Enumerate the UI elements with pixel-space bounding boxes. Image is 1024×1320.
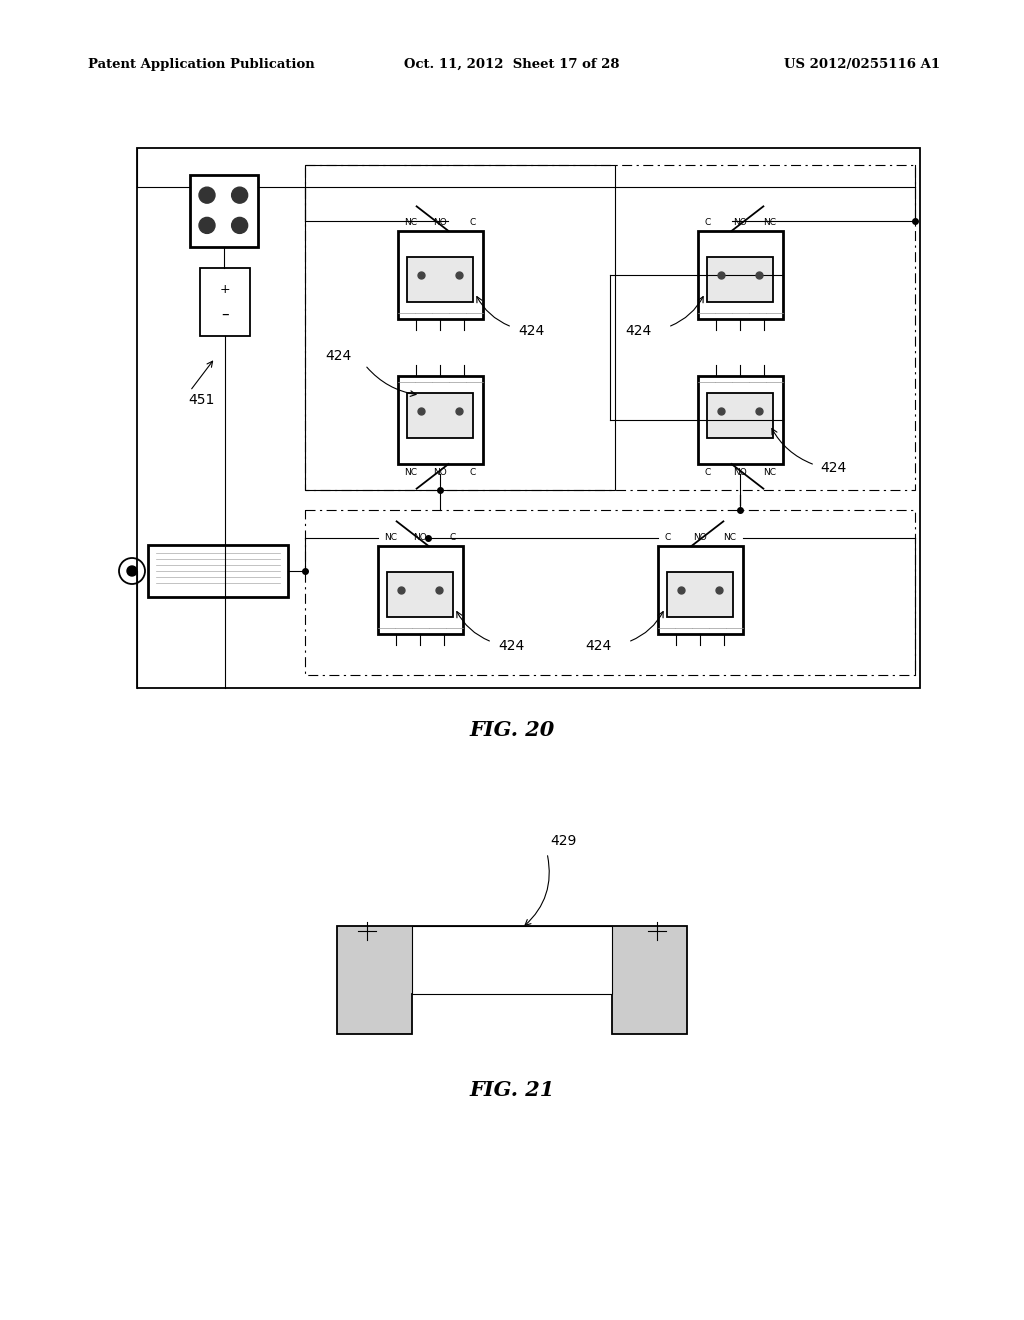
- Bar: [190, 176, 258, 247]
- Text: C: C: [705, 218, 711, 227]
- Bar: [137, 148, 920, 688]
- Text: –: –: [221, 306, 228, 322]
- Bar: [148, 545, 288, 597]
- Text: NC: NC: [763, 218, 776, 227]
- Polygon shape: [337, 927, 687, 1034]
- Text: 429: 429: [550, 834, 577, 847]
- Bar: [407, 393, 473, 438]
- Text: 424: 424: [518, 323, 544, 338]
- Text: +: +: [220, 284, 230, 296]
- Text: 424: 424: [325, 348, 351, 363]
- Bar: [697, 376, 782, 465]
- Text: FIG. 21: FIG. 21: [469, 1080, 555, 1100]
- Bar: [305, 165, 915, 490]
- Text: C: C: [450, 533, 456, 543]
- Bar: [707, 393, 773, 438]
- Circle shape: [127, 566, 137, 576]
- Polygon shape: [412, 927, 612, 994]
- Text: NO: NO: [433, 469, 446, 477]
- Text: FIG. 20: FIG. 20: [469, 719, 555, 741]
- Bar: [707, 256, 773, 302]
- Text: NO: NO: [433, 218, 446, 227]
- Text: NO: NO: [693, 533, 707, 543]
- Bar: [378, 546, 463, 634]
- Text: NO: NO: [413, 533, 427, 543]
- Text: C: C: [665, 533, 671, 543]
- Bar: [657, 546, 742, 634]
- Text: Patent Application Publication: Patent Application Publication: [88, 58, 314, 71]
- Text: 424: 424: [498, 639, 524, 653]
- Text: Oct. 11, 2012  Sheet 17 of 28: Oct. 11, 2012 Sheet 17 of 28: [404, 58, 620, 71]
- Bar: [697, 231, 782, 319]
- Text: NC: NC: [384, 533, 397, 543]
- Bar: [200, 268, 250, 337]
- Text: 424: 424: [820, 461, 846, 475]
- Text: NC: NC: [404, 218, 418, 227]
- Circle shape: [231, 218, 248, 234]
- Bar: [305, 165, 615, 490]
- Text: NO: NO: [733, 218, 746, 227]
- Text: NC: NC: [404, 469, 418, 477]
- Circle shape: [199, 187, 215, 203]
- Text: C: C: [469, 218, 475, 227]
- Circle shape: [199, 218, 215, 234]
- Bar: [667, 572, 733, 618]
- Text: 451: 451: [188, 393, 214, 407]
- Text: C: C: [469, 469, 475, 477]
- Text: C: C: [705, 469, 711, 477]
- Text: NC: NC: [723, 533, 735, 543]
- Bar: [397, 231, 482, 319]
- Text: US 2012/0255116 A1: US 2012/0255116 A1: [784, 58, 940, 71]
- Text: NO: NO: [733, 469, 746, 477]
- Bar: [407, 256, 473, 302]
- Text: 424: 424: [585, 639, 611, 653]
- Text: 424: 424: [625, 323, 651, 338]
- Bar: [305, 510, 915, 675]
- Bar: [387, 572, 454, 618]
- Circle shape: [231, 187, 248, 203]
- Text: NC: NC: [763, 469, 776, 477]
- Bar: [397, 376, 482, 465]
